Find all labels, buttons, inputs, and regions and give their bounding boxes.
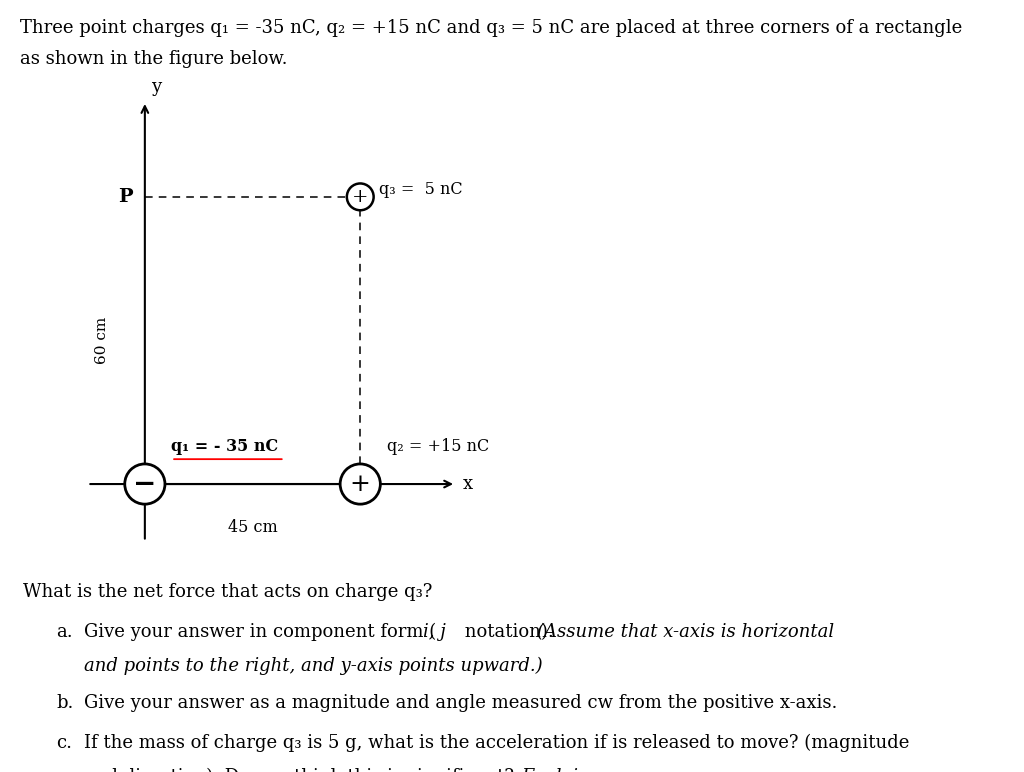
Text: Three point charges q₁ = -35 nC, q₂ = +15 nC and q₃ = 5 nC are placed at three c: Three point charges q₁ = -35 nC, q₂ = +1… <box>20 19 963 37</box>
Text: If the mass of charge q₃ is 5 g, what is the acceleration if is released to move: If the mass of charge q₃ is 5 g, what is… <box>84 734 909 753</box>
Circle shape <box>347 184 374 210</box>
Text: (Assume that x-axis is horizontal: (Assume that x-axis is horizontal <box>537 623 834 641</box>
Text: as shown in the figure below.: as shown in the figure below. <box>20 50 288 68</box>
Text: −: − <box>133 471 157 497</box>
Text: +: + <box>352 188 369 206</box>
Text: y: y <box>151 78 161 96</box>
Circle shape <box>125 464 165 504</box>
Text: 45 cm: 45 cm <box>227 519 278 536</box>
Text: Give your answer in component form (: Give your answer in component form ( <box>84 623 436 642</box>
Text: q₂ = +15 nC: q₂ = +15 nC <box>387 438 488 455</box>
Text: and direction). Do you think this is significant?: and direction). Do you think this is sig… <box>84 768 520 772</box>
Circle shape <box>340 464 380 504</box>
Text: x: x <box>463 475 473 493</box>
Text: a.: a. <box>56 623 73 641</box>
Text: P: P <box>118 188 133 206</box>
Text: c.: c. <box>56 734 73 752</box>
Text: b.: b. <box>56 694 74 712</box>
Text: 60 cm: 60 cm <box>95 317 109 364</box>
Text: and points to the right, and y-axis points upward.): and points to the right, and y-axis poin… <box>84 657 543 676</box>
Text: i, j: i, j <box>423 623 445 641</box>
Text: Explain.: Explain. <box>521 768 596 772</box>
Text: Give your answer as a magnitude and angle measured cw from the positive x-axis.: Give your answer as a magnitude and angl… <box>84 694 838 712</box>
Text: q₁ = - 35 nC: q₁ = - 35 nC <box>171 438 279 455</box>
Text: notation).: notation). <box>459 623 559 641</box>
Text: What is the net force that acts on charge q₃?: What is the net force that acts on charg… <box>23 583 432 601</box>
Text: +: + <box>350 472 371 496</box>
Text: q₃ =  5 nC: q₃ = 5 nC <box>379 181 463 198</box>
